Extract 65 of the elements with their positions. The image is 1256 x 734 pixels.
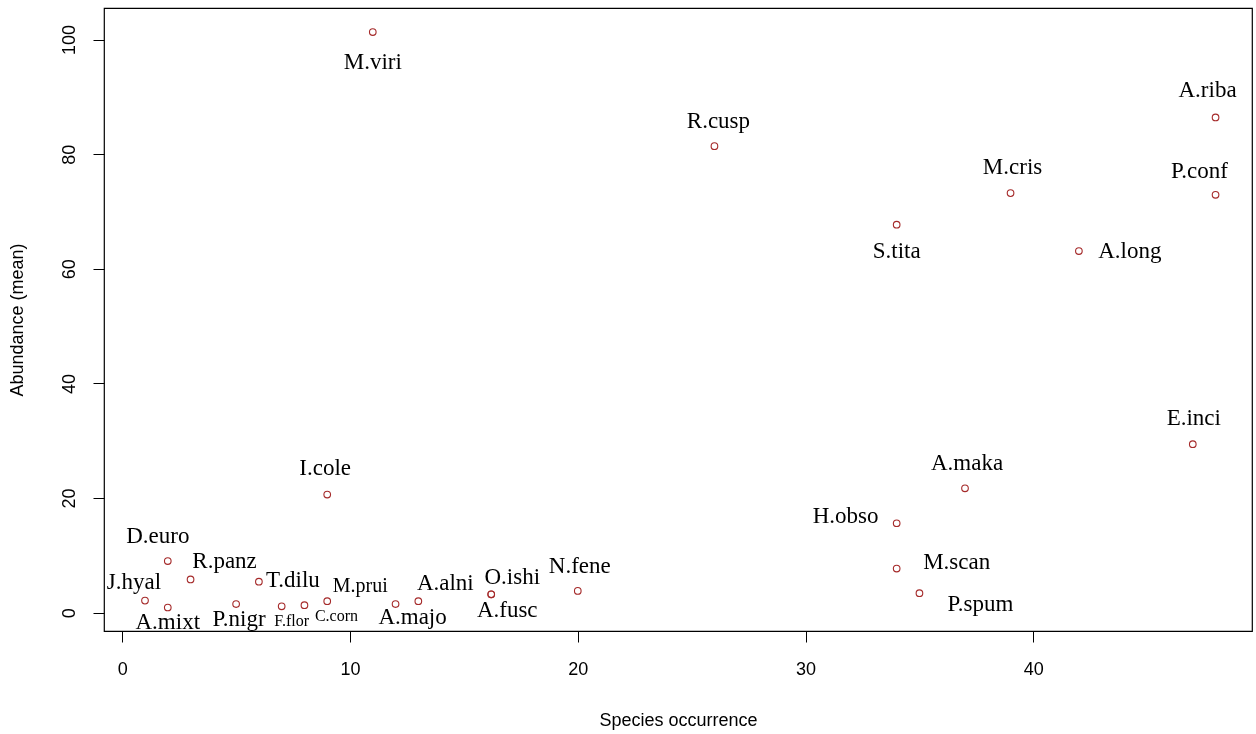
x-tick-label: 20 bbox=[568, 658, 589, 679]
x-axis-title: Species occurrence bbox=[599, 709, 758, 730]
point bbox=[141, 596, 149, 605]
annotation: E.inci bbox=[1166, 405, 1221, 431]
annotation: H.obso bbox=[812, 503, 879, 529]
y-tick-label: 20 bbox=[58, 488, 79, 509]
annotation: A.alni bbox=[416, 570, 474, 596]
point bbox=[892, 564, 901, 573]
annotation: J.hyal bbox=[106, 568, 162, 594]
annotation: F.flor bbox=[274, 612, 310, 630]
annotation: M.cris bbox=[982, 154, 1043, 180]
annotation: P.spum bbox=[947, 591, 1014, 617]
annotation: N.fene bbox=[548, 552, 611, 578]
annotation: D.euro bbox=[126, 523, 190, 549]
annotation: T.dilu bbox=[265, 566, 321, 592]
point bbox=[1211, 113, 1220, 122]
point bbox=[323, 597, 332, 606]
point bbox=[710, 142, 719, 150]
y-tick-label: 100 bbox=[58, 25, 79, 56]
annotation: R.cusp bbox=[686, 108, 751, 134]
annotation: A.riba bbox=[1178, 77, 1237, 103]
y-tick-label: 0 bbox=[58, 608, 79, 619]
point bbox=[277, 602, 286, 611]
point bbox=[300, 601, 309, 610]
point bbox=[892, 220, 901, 229]
x-tick-label: 40 bbox=[1023, 658, 1044, 679]
annotation: A.long bbox=[1098, 238, 1163, 264]
point bbox=[163, 557, 172, 565]
annotation: O.ishi bbox=[484, 564, 541, 590]
annotation: A.fusc bbox=[476, 597, 538, 623]
annotation: I.cole bbox=[299, 454, 352, 480]
annotation: S.tita bbox=[872, 237, 921, 263]
point bbox=[186, 575, 195, 584]
x-tick-label: 30 bbox=[796, 658, 817, 679]
point bbox=[323, 490, 332, 499]
annotation: R.panz bbox=[192, 548, 257, 574]
point bbox=[1006, 189, 1015, 197]
x-tick-label: 0 bbox=[117, 658, 128, 679]
point bbox=[391, 600, 400, 608]
annotation: A.maka bbox=[930, 450, 1004, 476]
x-tick-label: 10 bbox=[340, 658, 361, 679]
point bbox=[414, 597, 423, 606]
annotation: M.viri bbox=[343, 49, 402, 75]
point bbox=[573, 587, 582, 595]
y-tick-label: 60 bbox=[58, 259, 79, 280]
y-axis-title: Abundance (mean) bbox=[6, 243, 27, 397]
y-tick-label: 40 bbox=[58, 373, 79, 394]
point bbox=[915, 589, 924, 598]
point bbox=[163, 603, 172, 612]
y-tick-label: 80 bbox=[58, 144, 79, 165]
annotation: M.prui bbox=[332, 574, 389, 598]
point bbox=[1211, 190, 1220, 199]
annotation: P.conf bbox=[1171, 157, 1229, 183]
point bbox=[1188, 440, 1197, 449]
point bbox=[255, 577, 263, 586]
annotation: M.scan bbox=[923, 548, 991, 574]
point bbox=[961, 484, 969, 493]
annotation: A.mixt bbox=[135, 608, 201, 634]
annotation: P.nigr bbox=[212, 606, 266, 632]
point bbox=[1075, 247, 1083, 255]
annotation: C.corn bbox=[314, 607, 358, 625]
point bbox=[368, 28, 377, 36]
annotation: A.majo bbox=[378, 604, 447, 630]
point bbox=[232, 600, 240, 608]
point bbox=[892, 519, 901, 528]
